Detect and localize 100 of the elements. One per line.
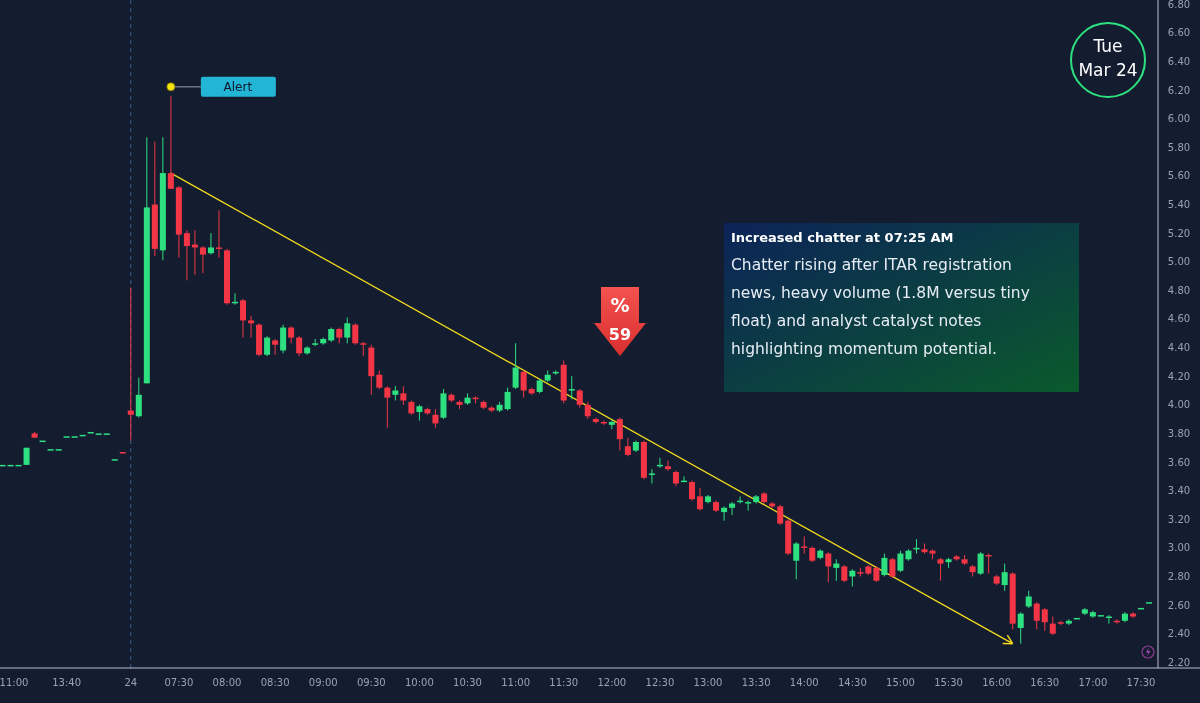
candlestick xyxy=(648,468,655,484)
candlestick xyxy=(352,322,359,346)
y-tick-label: 5.60 xyxy=(1167,170,1191,182)
candlestick xyxy=(504,387,511,412)
candlestick xyxy=(512,342,519,390)
candlestick xyxy=(697,487,704,512)
candlestick xyxy=(721,505,728,522)
y-tick-label: 3.60 xyxy=(1167,456,1191,468)
candlestick xyxy=(801,535,808,555)
candlestick xyxy=(729,501,736,516)
candlestick xyxy=(384,385,391,429)
candlestick xyxy=(1001,563,1008,592)
y-tick-label: 2.40 xyxy=(1167,628,1191,640)
candlestick xyxy=(624,437,631,457)
candlestick xyxy=(240,298,247,339)
candlestick xyxy=(432,408,439,429)
candlestick xyxy=(793,541,800,580)
candlestick xyxy=(248,315,255,339)
candlestick xyxy=(664,460,671,472)
annotation: Alert xyxy=(223,80,253,95)
x-tick-label: 12:30 xyxy=(645,677,675,688)
candlestick xyxy=(1033,601,1040,630)
y-tick-label: 2.20 xyxy=(1167,656,1191,668)
candlestick xyxy=(344,317,351,344)
candlestick xyxy=(215,209,222,258)
x-tick-label: 11:30 xyxy=(549,677,579,688)
candlestick xyxy=(745,500,752,512)
candlestick xyxy=(977,551,984,576)
y-tick-label: 6.00 xyxy=(1167,113,1191,125)
candlestick xyxy=(1041,607,1048,632)
candlestick xyxy=(520,369,527,399)
y-tick-label: 2.60 xyxy=(1167,599,1191,611)
candlestick xyxy=(183,229,190,281)
x-tick-label: 24 xyxy=(124,677,138,688)
x-tick-label: 11:00 xyxy=(0,677,29,688)
candlestick xyxy=(400,385,407,406)
candlestick xyxy=(272,338,279,356)
candlestick xyxy=(199,245,206,274)
x-tick-label: 16:30 xyxy=(1030,677,1060,688)
x-tick-label: 08:30 xyxy=(260,677,290,688)
x-tick-label: 13:30 xyxy=(741,677,771,688)
x-tick-label: 15:00 xyxy=(886,677,915,688)
x-tick-label: 09:30 xyxy=(356,677,386,688)
candlestick xyxy=(689,480,696,502)
y-tick-label: 5.00 xyxy=(1167,256,1191,268)
candlestick xyxy=(576,388,583,409)
candlestick xyxy=(167,95,174,190)
x-tick-label: 09:00 xyxy=(308,677,338,688)
x-tick-label: 15:30 xyxy=(934,677,963,688)
candlestick xyxy=(889,557,896,579)
candlestick xyxy=(296,335,303,357)
y-tick-label: 4.00 xyxy=(1167,399,1191,411)
y-tick-label: 3.40 xyxy=(1167,485,1191,497)
y-tick-label: 6.20 xyxy=(1167,84,1191,96)
candlestick xyxy=(937,557,944,582)
x-tick-label: 10:00 xyxy=(405,677,434,688)
annotation: % xyxy=(610,293,630,316)
annotation: Increased chatter at 07:25 AM xyxy=(731,230,954,245)
candlestick xyxy=(127,287,134,442)
y-tick-label: 4.60 xyxy=(1167,313,1191,325)
x-tick-label: 13:00 xyxy=(693,677,723,688)
y-tick-label: 4.80 xyxy=(1167,284,1191,296)
candlestick xyxy=(825,551,832,583)
annotation: Tue Mar 24 xyxy=(1078,36,1138,80)
y-tick-label: 4.20 xyxy=(1167,370,1191,382)
candlestick xyxy=(897,550,904,573)
y-tick-label: 5.40 xyxy=(1167,199,1191,211)
x-tick-label: 10:30 xyxy=(453,677,482,688)
candlestick xyxy=(1129,611,1136,619)
x-tick-label: 08:00 xyxy=(212,677,242,688)
candlestick xyxy=(135,377,142,419)
y-tick-label: 6.60 xyxy=(1167,27,1191,39)
x-tick-label: 11:00 xyxy=(501,677,531,688)
candlestick xyxy=(280,324,287,354)
annotation: 59 xyxy=(608,324,632,344)
x-tick-label: 13:40 xyxy=(52,677,82,688)
y-tick-label: 6.80 xyxy=(1167,0,1191,10)
x-tick-label: 07:30 xyxy=(164,677,194,688)
candlestick xyxy=(881,553,888,577)
annotation: Chatter rising after ITAR registration news, heavy volume (1.8M versus tiny float) and analyst catalyst notes highlighting momentum potential. xyxy=(731,256,1030,358)
candlestick xyxy=(568,375,575,400)
y-tick-label: 6.40 xyxy=(1167,56,1191,68)
y-tick-label: 5.80 xyxy=(1167,141,1191,153)
candlestick xyxy=(616,417,623,452)
y-tick-label: 3.20 xyxy=(1167,513,1191,525)
candlestick xyxy=(264,335,271,357)
y-tick-label: 4.40 xyxy=(1167,342,1191,354)
y-tick-label: 3.00 xyxy=(1167,542,1191,554)
candlestick xyxy=(833,558,840,582)
y-tick-label: 5.20 xyxy=(1167,227,1191,239)
candlestick xyxy=(1017,611,1024,645)
candlestick xyxy=(376,369,383,390)
x-tick-label: 12:00 xyxy=(597,677,627,688)
x-tick-label: 17:00 xyxy=(1078,677,1108,688)
y-tick-label: 2.80 xyxy=(1167,570,1191,582)
x-tick-label: 16:00 xyxy=(982,677,1012,688)
candlestick xyxy=(777,504,784,526)
x-tick-label: 14:30 xyxy=(837,677,867,688)
candlestick xyxy=(207,232,214,256)
x-tick-label: 14:00 xyxy=(789,677,819,688)
